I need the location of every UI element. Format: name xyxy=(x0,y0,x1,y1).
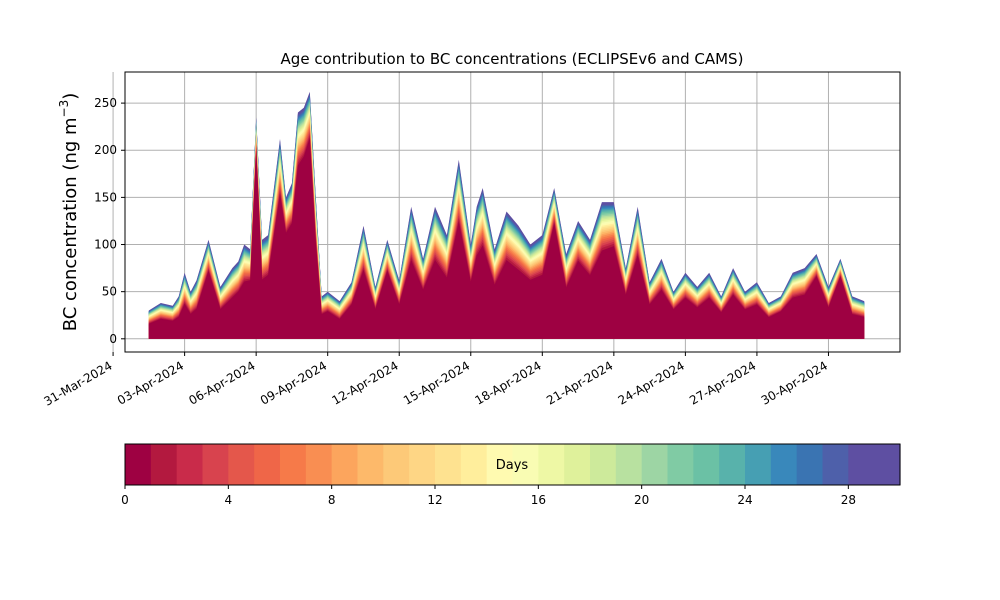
y-axis-label: BC concentration (ng m−3) xyxy=(57,93,81,332)
x-tick-label: 31-Mar-2024 xyxy=(41,358,114,408)
colorbar-tick-label: 16 xyxy=(531,493,546,507)
colorbar-cell xyxy=(460,444,488,485)
x-axis: 31-Mar-2024 03-Apr-2024 06-Apr-2024 09-Apr-… xyxy=(41,352,830,409)
x-tick-label: 30-Apr-2024 xyxy=(759,358,830,407)
colorbar-cell xyxy=(228,444,255,485)
colorbar-cell xyxy=(357,444,384,485)
y-axis: 0 50 100 150 200 250 xyxy=(94,96,125,346)
colorbar-cell xyxy=(331,444,359,485)
colorbar-tick-label: 24 xyxy=(737,493,752,507)
colorbar-cell xyxy=(280,444,307,485)
colorbar xyxy=(125,444,901,485)
colorbar-cell xyxy=(745,444,772,485)
colorbar-cell xyxy=(125,444,152,485)
x-tick-label: 12-Apr-2024 xyxy=(329,358,400,407)
x-tick-label: 15-Apr-2024 xyxy=(401,358,472,407)
plot-frame xyxy=(124,71,901,353)
x-tick-label: 18-Apr-2024 xyxy=(473,358,544,407)
colorbar-cell xyxy=(305,444,333,485)
colorbar-cell xyxy=(615,444,643,485)
colorbar-cell xyxy=(409,444,436,485)
y-tick-label: 0 xyxy=(109,332,117,346)
colorbar-cell xyxy=(202,444,229,485)
colorbar-cell xyxy=(564,444,591,485)
colorbar-label: Days xyxy=(496,458,529,473)
colorbar-cell xyxy=(770,444,798,485)
colorbar-cell xyxy=(693,444,720,485)
x-tick-label: 21-Apr-2024 xyxy=(544,358,615,407)
colorbar-cell xyxy=(150,444,178,485)
x-tick-label: 24-Apr-2024 xyxy=(616,358,687,407)
age-band-19 xyxy=(148,105,865,339)
colorbar-cell xyxy=(383,444,410,485)
x-tick-label: 09-Apr-2024 xyxy=(258,358,329,407)
y-tick-label: 250 xyxy=(94,96,117,110)
x-tick-label: 03-Apr-2024 xyxy=(115,358,186,407)
colorbar-cell xyxy=(719,444,746,485)
colorbar-cell xyxy=(538,444,565,485)
colorbar-tick-label: 8 xyxy=(328,493,336,507)
colorbar-cell xyxy=(796,444,824,485)
y-tick-label: 100 xyxy=(94,238,117,252)
colorbar-tick-label: 12 xyxy=(427,493,442,507)
colorbar-cell xyxy=(822,444,849,485)
colorbar-cell xyxy=(848,444,875,485)
colorbar-cell xyxy=(590,444,617,485)
colorbar-cell xyxy=(641,444,669,485)
y-tick-label: 50 xyxy=(102,285,117,299)
colorbar-cell xyxy=(667,444,694,485)
y-tick-label: 200 xyxy=(94,143,117,157)
colorbar-ticks: 0 4 8 12 16 20 24 28 xyxy=(121,485,856,507)
colorbar-frame xyxy=(124,443,901,486)
colorbar-cell xyxy=(874,444,901,485)
colorbar-cell xyxy=(176,444,204,485)
chart-title: Age contribution to BC concentrations (E… xyxy=(281,50,744,68)
colorbar-tick-label: 4 xyxy=(225,493,233,507)
colorbar-tick-label: 20 xyxy=(634,493,649,507)
x-tick-label: 27-Apr-2024 xyxy=(687,358,758,407)
age-band-fresh xyxy=(148,140,865,339)
colorbar-tick-label: 28 xyxy=(841,493,856,507)
x-tick-label: 06-Apr-2024 xyxy=(186,358,257,407)
stacked-area xyxy=(148,91,865,339)
colorbar-cell xyxy=(486,444,514,485)
colorbar-cell xyxy=(435,444,462,485)
colorbar-cell xyxy=(512,444,539,485)
age-band-20 xyxy=(148,104,865,339)
colorbar-cell xyxy=(254,444,281,485)
colorbar-tick-label: 0 xyxy=(121,493,129,507)
y-tick-label: 150 xyxy=(94,190,117,204)
